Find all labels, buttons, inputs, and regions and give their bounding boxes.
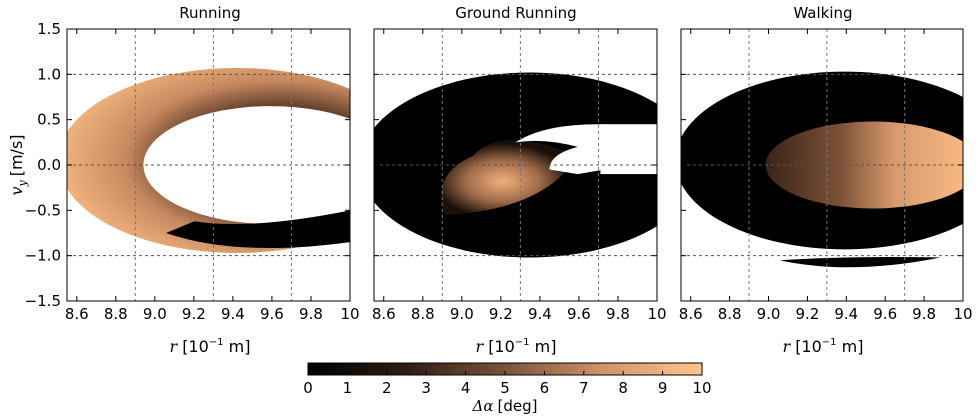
x-tick-label-2-7: 10 [647,305,666,323]
colorbar-tick-label-4: 4 [461,379,471,397]
colorbar-tick-label-6: 6 [540,379,550,397]
x-tick-label-2-6: 9.8 [606,305,630,323]
x-axis-label-ground-running: r [10−1 m] [476,337,557,356]
panel-body-walking: 8.6 8.8 9.0 9.2 9.4 9.6 9.8 10 [679,28,973,323]
y-tick-label-3: 0.0 [37,156,61,174]
ground-running-region-right-gap [600,124,657,175]
y-axis-unit: [m/s] [7,134,26,176]
x-tick-label-2-4: 9.4 [528,305,552,323]
colorbar-label: Δα [deg] [472,397,538,415]
walking-region-tail [779,256,941,268]
x-axis-exp-1: −1 [209,337,224,348]
colorbar-ticks: 0 1 2 3 4 5 6 7 8 9 10 [303,371,712,397]
y-axis-sub: y [16,179,29,187]
y-tick-label-0: 1.5 [37,20,61,38]
panel-title-ground-running: Ground Running [455,4,576,22]
x-tick-label-1-0: 8.6 [65,305,89,323]
panel-title-running: Running [179,4,240,22]
x-tick-label-1-1: 8.8 [104,305,128,323]
x-axis-exp-2: −1 [515,337,530,348]
x-axis-var-2: r [476,337,485,356]
x-axis-tail-2: m] [530,337,557,356]
x-tick-label-3-5: 9.6 [873,305,897,323]
x-tick-label-3-0: 8.6 [679,305,703,323]
x-tick-label-1-3: 9.2 [182,305,206,323]
y-tick-label-4: −0.5 [25,201,61,219]
x-tick-label-2-2: 9.0 [450,305,474,323]
colorbar-tick-label-0: 0 [303,379,313,397]
colorbar-tick-label-9: 9 [658,379,668,397]
colorbar-label-unit: [deg] [497,397,537,415]
x-tick-label-2-5: 9.6 [567,305,591,323]
x-axis-var-1: r [170,337,179,356]
colorbar: 0 1 2 3 4 5 6 7 8 9 10 Δα [deg] [303,362,712,415]
colorbar-tick-label-7: 7 [579,379,589,397]
y-axis-var: v [7,186,26,195]
panel-body-running: 8.6 8.8 9.0 9.2 9.4 9.6 9.8 10 [65,28,360,323]
colorbar-label-var: Δα [472,397,494,415]
y-tick-label-5: −1.0 [25,247,61,265]
colorbar-tick-label-8: 8 [618,379,628,397]
x-tick-label-3-6: 9.8 [912,305,936,323]
x-axis-label-walking: r [10−1 m] [783,337,864,356]
x-tick-label-3-4: 9.4 [834,305,858,323]
y-axis: 1.5 1.0 0.5 0.0 −0.5 −1.0 −1.5 [25,20,61,310]
x-tick-label-2-1: 8.8 [411,305,435,323]
x-axis-unit-1: [10 [182,337,209,356]
colorbar-tick-label-5: 5 [500,379,510,397]
plot-area-3 [681,71,963,268]
y-tick-label-1: 1.0 [37,65,61,83]
x-axis-label-running: r [10−1 m] [170,337,251,356]
colorbar-tick-label-2: 2 [382,379,392,397]
x-tick-label-1-5: 9.6 [260,305,284,323]
ground-running-region-spiral [441,140,578,215]
walking-region-lobe [765,121,963,209]
x-tick-label-3-1: 8.8 [718,305,742,323]
colorbar-tick-label-10: 10 [692,379,711,397]
plot-area-1 [67,68,350,253]
x-axis-exp-3: −1 [822,337,837,348]
colorbar-tick-label-1: 1 [343,379,353,397]
y-tick-label-2: 0.5 [37,111,61,129]
x-tick-label-3-7: 10 [953,305,972,323]
panel-body-ground-running: 8.6 8.8 9.0 9.2 9.4 9.6 9.8 10 [372,28,667,323]
x-tick-label-2-0: 8.6 [372,305,396,323]
x-tick-label-3-2: 9.0 [757,305,781,323]
x-tick-label-1-4: 9.4 [221,305,245,323]
x-tick-label-1-2: 9.0 [143,305,167,323]
plot-area-2 [374,72,657,258]
panel-title-walking: Walking [793,4,852,22]
panel-ground-running: Ground Running 8.6 8.8 9.0 9.2 9.4 9.6 9.8 10 [372,4,667,323]
panel-walking: Walking 8.6 8.8 9.0 9.2 9.4 9.6 9.8 10 [679,4,973,323]
x-axis-unit-2: [10 [488,337,515,356]
x-tick-label-3-3: 9.2 [795,305,819,323]
x-tick-label-1-6: 9.8 [299,305,323,323]
running-region-low [166,210,350,249]
x-axis-tail-1: m] [224,337,251,356]
panel-running: Running 8.6 8.8 9.0 9.2 9.4 9.6 9.8 10 [65,4,360,323]
y-tick-label-6: −1.5 [25,292,61,310]
colorbar-tick-label-3: 3 [421,379,431,397]
x-axis-var-3: r [783,337,792,356]
y-axis-label: vy [m/s] [7,134,29,195]
x-axis-unit-3: [10 [795,337,822,356]
x-tick-label-1-7: 10 [340,305,359,323]
x-tick-label-2-3: 9.2 [489,305,513,323]
x-axis-tail-3: m] [837,337,864,356]
